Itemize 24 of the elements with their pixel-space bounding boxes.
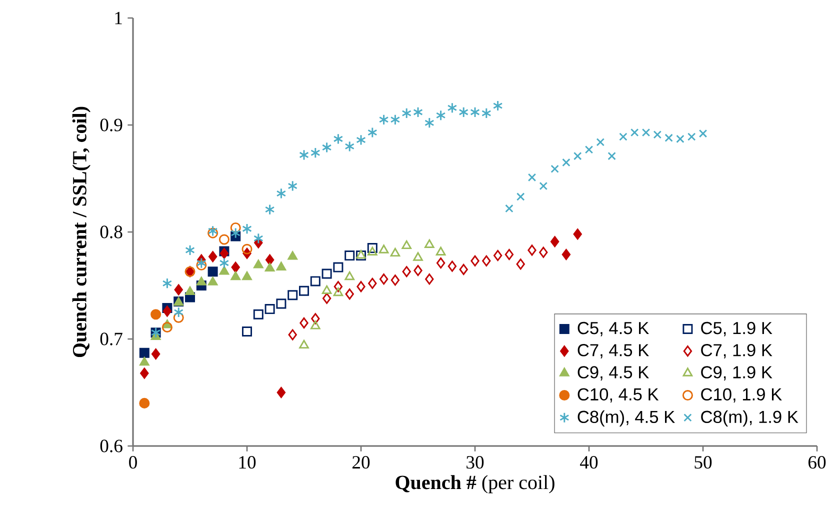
- legend-label: C10, 1.9 K: [701, 388, 782, 403]
- y-tick-label: 0.9: [100, 118, 122, 132]
- legend-label: C9, 1.9 K: [701, 366, 772, 380]
- y-tick-label: 1: [115, 12, 122, 24]
- legend-label: C7, 1.9 K: [701, 344, 772, 358]
- legend-label: C9, 4.5 K: [578, 366, 649, 380]
- x-tick-label: 60: [808, 456, 826, 469]
- x-tick-label: 30: [466, 456, 484, 469]
- x-tick-label: 0: [129, 456, 137, 469]
- legend-label: C8(m), 4.5 K: [578, 410, 675, 426]
- x-tick-label: 40: [580, 456, 598, 469]
- legend-label: C5, 1.9 K: [701, 322, 772, 336]
- y-tick-label: 0.6: [100, 440, 122, 452]
- legend-label: C10, 4.5 K: [578, 388, 659, 403]
- y-axis-title: Quench current / SSL(T, coil): [72, 106, 90, 358]
- legend-label: C5, 4.5 K: [578, 322, 649, 336]
- legend-label: C8(m), 1.9 K: [701, 410, 798, 426]
- legend-label: C7, 4.5 K: [578, 344, 649, 358]
- x-tick-label: 10: [239, 456, 256, 469]
- x-axis-title: Quench # (per coil): [396, 475, 554, 494]
- y-tick-label: 0.7: [100, 332, 122, 346]
- x-tick-label: 50: [694, 456, 712, 469]
- x-tick-label: 20: [352, 456, 370, 469]
- y-tick-label: 0.8: [100, 226, 122, 238]
